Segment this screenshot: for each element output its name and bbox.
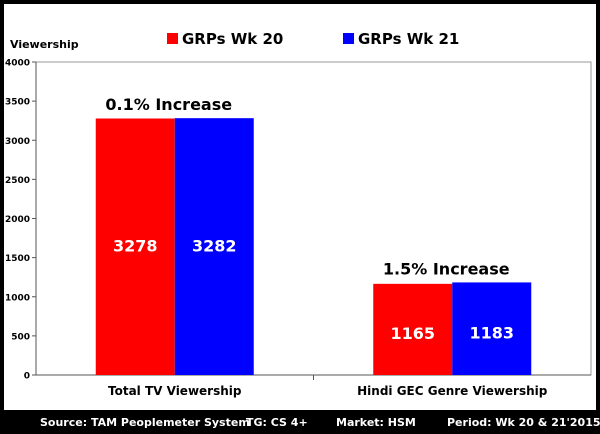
x-tick-label: Hindi GEC Genre Viewership	[357, 384, 548, 398]
y-tick-label: 500	[11, 332, 30, 342]
bar	[373, 283, 453, 375]
y-axis-label: Viewership	[10, 38, 79, 51]
increase-annotation: 1.5% Increase	[383, 259, 510, 278]
footer-tg: TG: CS 4+	[246, 416, 308, 429]
legend-swatch	[343, 33, 354, 44]
chart-panel: 0 500 1000 1500 2000 2500 3000 3500 4000 Viewersh…	[4, 4, 596, 410]
footer-period: Period: Wk 20 & 21'2015	[447, 416, 600, 429]
y-tick-label: 4000	[5, 59, 30, 69]
data-label: 1183	[469, 323, 514, 342]
y-tick-label: 1000	[5, 293, 30, 303]
legend-swatch	[167, 33, 178, 44]
y-tick-label: 1500	[5, 254, 30, 264]
footer-market: Market: HSM	[336, 416, 416, 429]
legend-entry: GRPs Wk 21	[358, 30, 459, 48]
y-tick-label: 3000	[5, 137, 30, 147]
bar-chart: 0 500 1000 1500 2000 2500 3000 3500 4000 Viewersh…	[5, 30, 592, 398]
bar	[452, 282, 532, 375]
footer-bar: Source: TAM Peoplemeter System TG: CS 4+…	[0, 410, 600, 434]
x-tick-label: Total TV Viewership	[108, 384, 242, 398]
bar	[174, 118, 254, 375]
data-label: 3282	[192, 237, 237, 256]
y-tick-label: 2500	[5, 176, 30, 186]
legend-entry: GRPs Wk 20	[182, 30, 283, 48]
y-tick-label: 3500	[5, 98, 30, 108]
y-tick-label: 2000	[5, 215, 30, 225]
y-tick-label: 0	[24, 372, 30, 382]
data-label: 3278	[113, 237, 158, 256]
footer-source: Source: TAM Peoplemeter System	[40, 416, 250, 429]
increase-annotation: 0.1% Increase	[105, 95, 232, 114]
data-label: 1165	[390, 324, 435, 343]
bar	[95, 118, 175, 376]
